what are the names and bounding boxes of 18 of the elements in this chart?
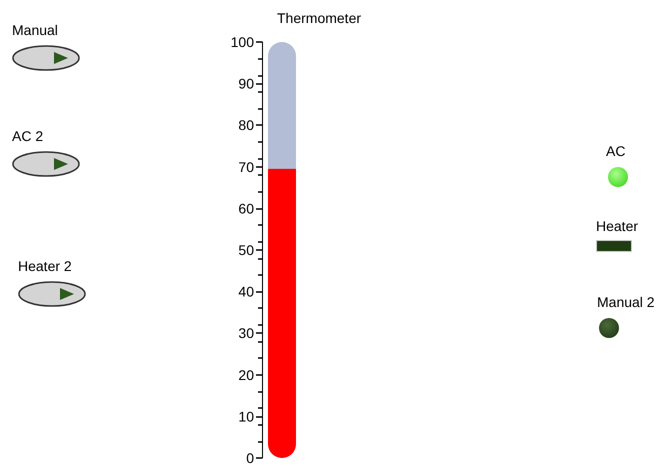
chart-title: Thermometer [277,10,362,26]
text: AC 2 [12,128,44,144]
y-tick-label: 10 [238,408,254,424]
y-tick-label: 70 [238,158,254,175]
y-tick-label: 30 [238,325,254,342]
y-tick-label: 0 [246,450,254,466]
text: Heater 2 [18,258,73,274]
y-tick-label: 100 [230,34,254,50]
text: Manual [12,22,59,38]
y-tick-label: 20 [238,366,254,383]
text: Heater [596,218,638,234]
y-tick-label: 40 [238,284,254,300]
y-tick-label: 90 [238,76,254,92]
text: AC [606,143,626,159]
text: Manual 2 [597,294,655,310]
y-tick-label: 80 [238,117,254,134]
y-tick-label: 60 [238,200,254,216]
y-tick-label: 50 [238,242,254,258]
